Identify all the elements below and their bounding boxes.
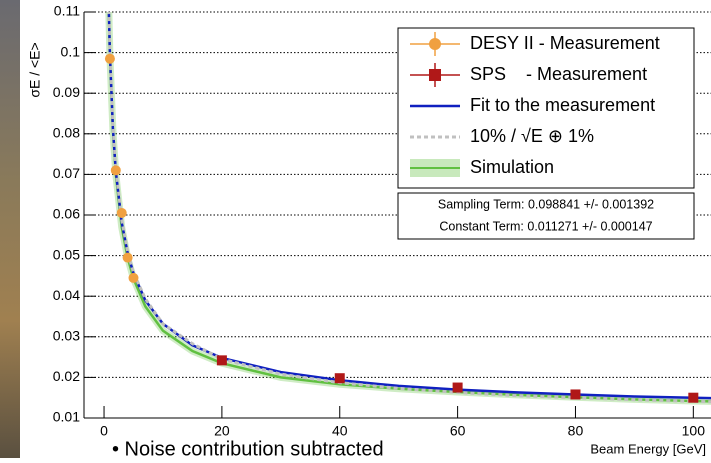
legend-label: Simulation [470,157,554,177]
point [122,252,133,263]
x-tick-label: 80 [568,423,584,439]
x-tick-label: 20 [214,423,230,439]
y-tick-label: 0.01 [53,409,80,425]
point [110,165,121,176]
stats-box [397,192,695,240]
legend-label: SPS - Measurement [470,64,647,84]
y-tick-label: 0.07 [53,165,80,181]
legend-label: DESY II - Measurement [470,33,660,53]
points [104,53,699,403]
y-tick-label: 0.03 [53,328,80,344]
y-axis-label: σE / <E> [27,42,43,97]
point [452,382,463,393]
y-tick-label: 0.04 [53,287,80,303]
point [688,392,699,403]
footnote: • Noise contribution subtracted [112,438,384,458]
legend-label: 10% / √E ⊕ 1% [470,126,594,146]
x-axis-label: Beam Energy [GeV] [590,441,706,456]
axes: 0.01 0.02 0.03 0.04 0.05 0.06 0.07 0.08 0.09 0.1 0… [53,3,705,439]
photo-strip [0,0,20,458]
legend-entries: DESY II - Measurement SPS - Measurement Fi… [410,32,660,177]
point [128,272,139,283]
point [334,373,345,384]
x-tick-label: 0 [100,423,108,439]
x-tick-label: 60 [450,423,466,439]
x-tick-label: 40 [332,423,348,439]
y-tick-label: 0.11 [54,3,80,19]
point [216,355,227,366]
stats-text: Constant Term: 0.011271 +/- 0.000147 [439,219,652,233]
legend-label: Fit to the measurement [470,95,655,115]
legend-marker [429,69,441,81]
curves [105,12,711,405]
y-tick-label: 0.05 [53,246,80,262]
y-tick-label: 0.09 [53,84,80,100]
x-tick-label: 100 [682,423,706,439]
legend-marker [429,38,441,50]
y-tick-label: 0.08 [53,125,80,141]
stats-text: Sampling Term: 0.098841 +/- 0.001392 [438,197,654,211]
y-tick-label: 0.02 [53,368,80,384]
point [104,53,115,64]
legend [397,27,695,189]
y-tick-label: 0.06 [53,206,80,222]
point [570,389,581,400]
y-tick-label: 0.1 [61,43,81,59]
point [116,207,127,218]
